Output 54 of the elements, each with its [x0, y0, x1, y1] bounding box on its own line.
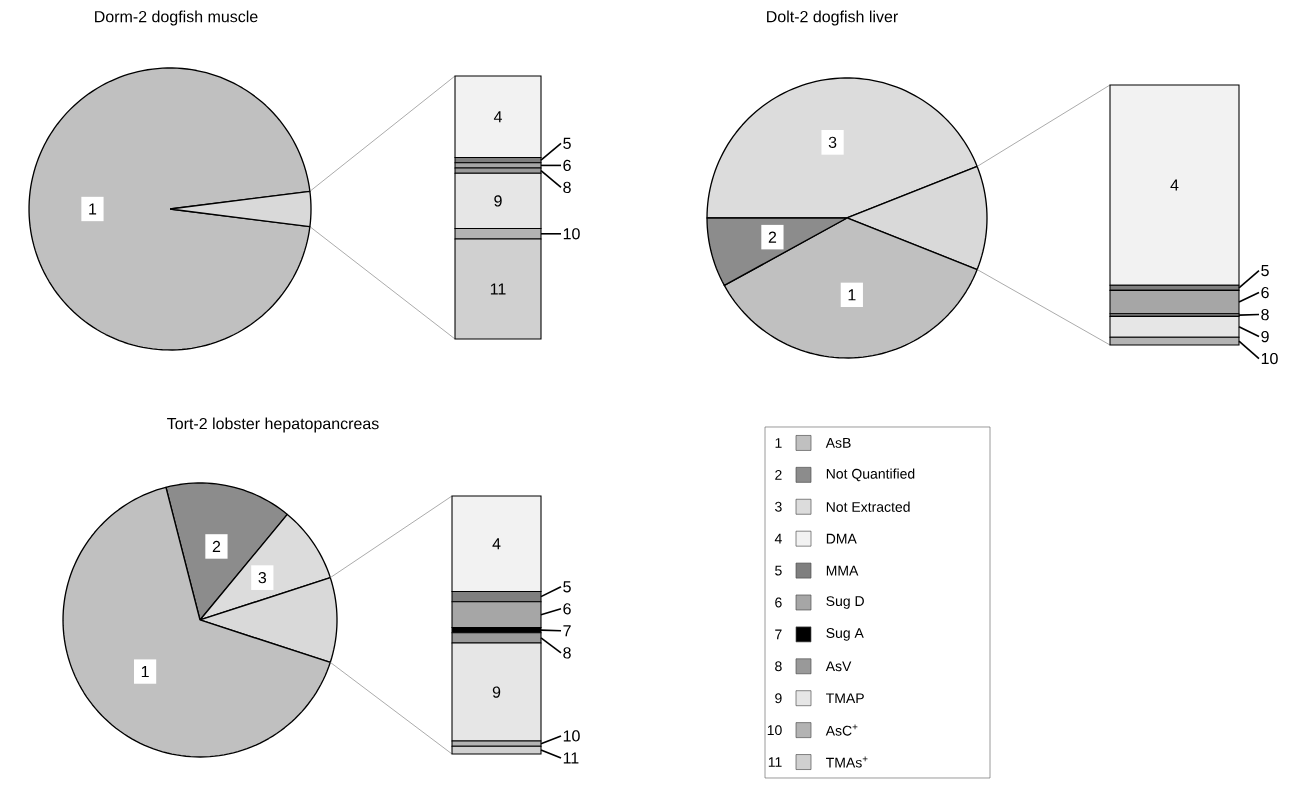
category-label: DMA — [826, 533, 857, 544]
data-label: 1 — [775, 438, 782, 448]
category-label: TMAs$^{+}$ — [826, 756, 868, 768]
legend-label: 10 — [563, 228, 580, 240]
legend-label: 6 — [1261, 286, 1269, 299]
slice-label: 3 — [258, 571, 267, 584]
slice-label: 3 — [828, 136, 837, 148]
legend-label: 5 — [1261, 265, 1269, 277]
legend-label: 6 — [563, 159, 571, 172]
series-label: 9 — [494, 195, 502, 207]
series-label: 11 — [490, 283, 506, 295]
data-label: 6 — [775, 597, 782, 608]
legend-label: 5 — [563, 137, 571, 149]
legend-label: 11 — [563, 752, 579, 764]
legend-label: 10 — [1261, 352, 1278, 365]
data-label: 11 — [768, 757, 782, 767]
slice-label: 2 — [212, 540, 221, 553]
data-label: 7 — [775, 629, 782, 640]
legend-label: 7 — [563, 625, 571, 637]
slice-label: 1 — [89, 203, 97, 215]
chart-title: Tort-2 lobster hepatopancreas — [167, 417, 379, 433]
slice-label: 1 — [848, 289, 856, 301]
legend-label: 8 — [563, 647, 571, 659]
series-label: 9 — [492, 686, 501, 698]
legend-label: 8 — [1261, 308, 1269, 321]
data-label: 10 — [767, 725, 782, 736]
chart-title: Dorm-2 dogfish muscle — [95, 10, 258, 26]
data-label: 9 — [775, 693, 782, 704]
slice-label: 1 — [141, 666, 149, 678]
data-label: 8 — [775, 661, 782, 672]
legend-label: 10 — [563, 730, 580, 742]
legend-label: 8 — [563, 181, 571, 194]
data-label: 3 — [775, 501, 782, 512]
legend-label: 9 — [1261, 330, 1269, 343]
category-label: TMAP — [826, 693, 864, 704]
category-label: Sug A — [826, 628, 864, 641]
data-label: 5 — [775, 565, 782, 576]
series-label: 4 — [492, 538, 501, 550]
series-label: 4 — [1170, 179, 1179, 191]
category-label: MMA — [826, 565, 859, 576]
category-label: Not Extracted — [826, 501, 910, 512]
chart-title: Dolt-2 dogfish liver — [767, 10, 898, 26]
legend-label: 5 — [563, 581, 571, 593]
data-label: 4 — [774, 533, 782, 544]
legend-label: 6 — [563, 603, 571, 615]
category-label: AsV — [825, 661, 852, 672]
data-label: 2 — [775, 469, 782, 480]
category-label: AsC$^{+}$ — [825, 724, 858, 736]
category-label: Sug D — [826, 596, 864, 609]
series-label: 4 — [493, 111, 502, 123]
slice-label: 2 — [768, 231, 777, 243]
category-label: Not Quantified — [826, 468, 915, 482]
bar — [454, 75, 542, 159]
category-label: AsB — [825, 438, 851, 448]
